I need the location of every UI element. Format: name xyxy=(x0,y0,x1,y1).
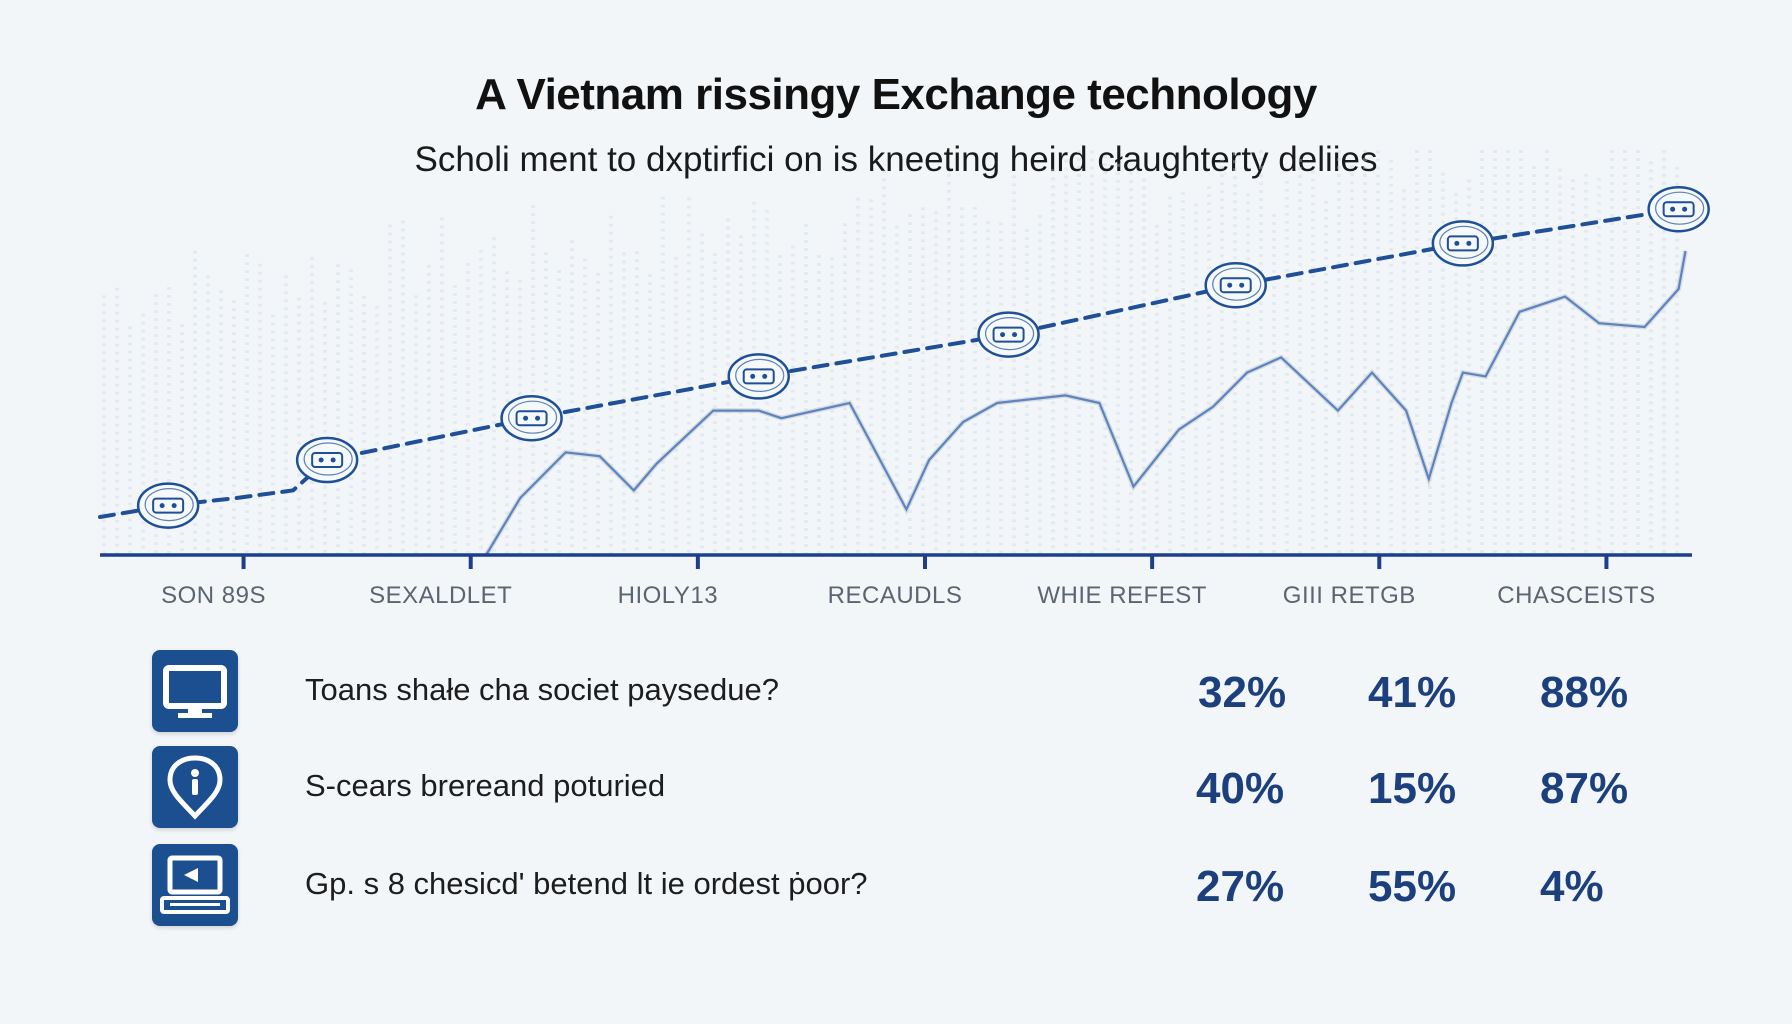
marker-ring-inner xyxy=(735,358,785,392)
series-solid-group xyxy=(483,250,1688,557)
data-point-marker xyxy=(977,311,1040,358)
chart-subtitle: Scholi ment to dxptirfici on is kneeting… xyxy=(414,140,1378,179)
x-axis xyxy=(100,553,1692,569)
stats-value: 87% xyxy=(1540,764,1629,813)
stats-value: 40% xyxy=(1196,764,1285,813)
stats-value: 41% xyxy=(1368,668,1457,717)
marker-group xyxy=(136,185,1710,529)
marker-ring-inner xyxy=(1212,267,1262,301)
data-point-marker xyxy=(1431,220,1495,267)
stats-value: 15% xyxy=(1368,764,1457,813)
data-point-marker xyxy=(1204,261,1267,309)
series-line-shadow xyxy=(483,250,1688,557)
series-line-solid xyxy=(485,250,1687,556)
marker-dot xyxy=(1670,206,1676,212)
data-point-marker xyxy=(1647,185,1710,233)
marker-dot xyxy=(1000,332,1006,338)
x-tick-label: WHIE REFEST xyxy=(1037,582,1207,609)
marker-dot xyxy=(1227,282,1233,288)
x-tick-label: HIOLY13 xyxy=(617,582,719,609)
location-pin-icon xyxy=(152,746,238,828)
x-tick-label: SEXALDLET xyxy=(369,582,513,609)
data-point-marker xyxy=(136,482,200,529)
marker-ring-inner xyxy=(303,442,353,476)
marker-symbol xyxy=(515,410,548,427)
marker-symbol xyxy=(311,452,344,468)
laptop-icon xyxy=(152,844,238,926)
marker-symbol xyxy=(1219,277,1252,294)
stats-question: S-cears brereand poturied xyxy=(305,768,666,803)
marker-dot xyxy=(318,457,324,463)
marker-dot xyxy=(1012,332,1018,338)
marker-symbol xyxy=(1662,201,1695,218)
marker-dot xyxy=(1466,240,1472,246)
stats-value: 32% xyxy=(1198,668,1287,717)
x-tick-label: CHASCEISTS xyxy=(1497,582,1656,609)
marker-dot xyxy=(171,503,177,509)
marker-dot xyxy=(1239,282,1245,288)
stats-row: Toans shałe cha societ paysedue? 32% 41%… xyxy=(150,650,1710,734)
line-chart xyxy=(98,150,1710,569)
data-point-marker xyxy=(500,394,563,442)
marker-dot xyxy=(330,457,336,463)
marker-ring-inner xyxy=(507,400,558,434)
monitor-icon xyxy=(152,650,238,732)
marker-dot xyxy=(1454,240,1460,246)
marker-dot xyxy=(1682,206,1688,212)
stats-value: 55% xyxy=(1368,862,1457,911)
background-bars xyxy=(102,150,1679,555)
stats-question: Gp. s 8 chesicd' betend lt ie ordest ṗoo… xyxy=(305,866,868,901)
stats-row: Gp. s 8 chesicd' betend lt ie ordest ṗoo… xyxy=(150,844,1710,928)
data-point-marker xyxy=(295,436,359,484)
stats-value: 88% xyxy=(1540,668,1629,717)
stats-question: Toans shałe cha societ paysedue? xyxy=(305,672,779,707)
marker-dot xyxy=(535,415,541,421)
x-tick-label: GIII RETGB xyxy=(1282,582,1416,609)
stats-row: S-cears brereand poturied 40% 15% 87% xyxy=(150,746,1710,830)
stats-value: 27% xyxy=(1196,862,1285,911)
stats-value: 4% xyxy=(1540,862,1604,911)
marker-dot xyxy=(750,373,756,379)
marker-symbol xyxy=(1446,235,1479,252)
marker-dot xyxy=(762,373,768,379)
marker-dot xyxy=(159,503,165,509)
marker-ring-inner xyxy=(144,488,194,522)
marker-dot xyxy=(523,415,529,421)
data-point-marker xyxy=(727,353,790,400)
marker-ring-inner xyxy=(1655,191,1705,225)
chart-title: A Vietnam rissingy Exchange technology xyxy=(475,70,1317,119)
marker-ring-inner xyxy=(984,317,1035,351)
x-tick-label: SON 89S xyxy=(161,582,267,609)
marker-symbol xyxy=(152,497,185,514)
marker-symbol xyxy=(992,326,1025,343)
marker-ring-inner xyxy=(1439,225,1489,259)
x-tick-label: RECAUDLS xyxy=(827,582,963,609)
marker-symbol xyxy=(742,368,775,385)
